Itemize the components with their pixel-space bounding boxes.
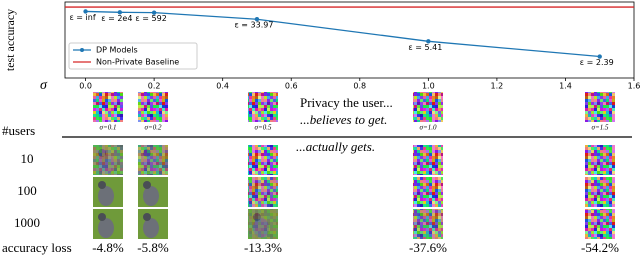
image-noise [248,209,278,239]
x-tick-label: 1.2 [491,82,504,91]
users-value: 1000 [14,215,40,230]
bird-body [143,186,159,206]
noise-image [413,177,443,207]
noise-image [138,92,168,122]
users-header: #users [2,123,35,138]
x-tick-label: 0.4 [216,82,229,91]
plot-frame [64,1,635,79]
image-noise [248,177,278,207]
bird-body [98,218,114,238]
x-tick-label: 0.0 [79,82,92,91]
sigma-label: σ=0.1 [100,124,117,132]
loss-header: accuracy loss [2,240,72,255]
x-tick-label: 0.6 [285,82,298,91]
x-tick-label: 1.0 [422,82,435,91]
point [151,10,157,15]
point-annotation: ε = 2.39 [580,58,614,67]
noise-image [413,92,443,122]
actually-label: ...actually gets. [296,139,375,154]
noise-image [93,92,123,122]
x-axis-label: σ [40,78,48,93]
users-value: 100 [17,183,37,198]
legend-marker [80,48,84,52]
point [117,10,123,15]
point [597,54,602,59]
accuracy-loss: -54.2% [581,240,619,255]
accuracy-loss: -13.3% [244,240,282,255]
point-annotation: ε = 5.41 [408,43,442,52]
y-axis-label: test accuracy [3,9,17,71]
bird-head [98,181,106,189]
legend-box [68,42,198,70]
legend-label: DP Models [96,46,138,55]
image-noise [413,209,443,239]
x-tick-label: 1.6 [628,82,640,91]
noise-image [585,177,615,207]
x-tick-label: 0.2 [148,82,161,91]
bird-head [143,213,151,221]
noise-image [585,209,615,239]
users-value: 10 [21,151,34,166]
point [426,39,431,44]
accuracy-loss: -4.8% [92,240,124,255]
point [83,9,88,14]
legend-label: Non-Private Baseline [96,58,179,67]
noise-image [248,145,278,175]
privacy-label: Privacy the user... [300,95,393,110]
noise-image [585,92,615,122]
series-line [85,10,600,58]
image-noise [138,145,168,175]
noise-image [585,145,615,175]
image-noise [93,145,123,175]
bird-head [143,181,151,189]
noise-image [248,92,278,122]
noise-image [413,145,443,175]
x-tick-label: 1.4 [559,82,572,91]
point-annotation: ε = 592 [135,14,166,23]
believes-label: ...believes to get. [300,112,387,127]
sigma-label: σ=0.2 [145,124,162,132]
accuracy-loss: -5.8% [137,240,169,255]
bird-body [143,218,159,238]
point [254,17,260,22]
sigma-label: σ=1.5 [592,124,609,132]
bird-head [98,213,106,221]
accuracy-loss: -37.6% [409,240,447,255]
point-annotation: ε = 2e4 [101,14,132,23]
point-annotation: ε = 33.97 [234,21,273,30]
sigma-label: σ=0.5 [255,124,272,132]
x-tick-label: 0.8 [353,82,366,91]
point-annotation: ε = inf [69,13,95,22]
sigma-label: σ=1.0 [420,124,437,132]
bird-body [98,186,114,206]
